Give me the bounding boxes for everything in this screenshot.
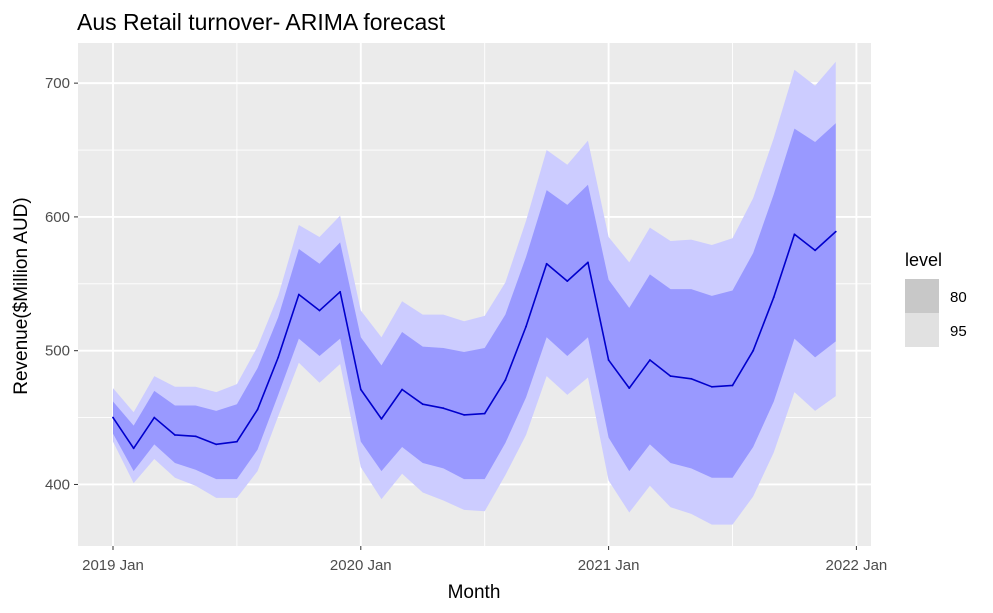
forecast-point [174,434,176,436]
forecast-point [318,309,321,312]
forecast-point [772,296,775,299]
y-tick-label: 500 [45,343,70,360]
x-tick-label: 2022 Jan [826,557,888,574]
legend: level 80 95 [905,250,967,347]
forecast-series [112,230,837,450]
forecast-point [814,249,816,252]
forecast-point [587,261,589,264]
x-tick-label: 2021 Jan [578,557,640,574]
band-80 [113,123,836,480]
forecast-point [153,416,156,419]
legend-title: level [905,250,942,270]
forecast-point [256,408,259,411]
forecast-point [607,359,610,361]
y-axis-label: Revenue($Million AUD) [11,197,32,394]
legend-key-95 [905,313,939,347]
x-tick-label: 2019 Jan [82,557,144,574]
forecast-point [339,290,342,293]
y-tick-label: 700 [45,75,70,92]
forecast-point [483,412,486,415]
forecast-point [628,387,631,390]
forecast-point [277,356,280,359]
forecast-point [545,262,548,265]
forecast-point [236,440,238,443]
forecast-point [421,403,424,406]
forecast-point [112,416,114,419]
y-tick-label: 600 [45,209,70,226]
y-tick-label: 400 [45,476,70,493]
forecast-bands [113,61,836,525]
y-axis: 400 500 600 700 [45,75,78,493]
legend-key-80 [905,279,939,313]
forecast-point [297,293,300,296]
forecast-point [834,230,837,233]
forecast-point [525,325,527,328]
forecast-point [669,375,672,378]
forecast-point [194,435,197,438]
forecast-point [566,280,569,283]
x-tick-label: 2020 Jan [330,557,392,574]
legend-label-95: 95 [950,323,967,340]
forecast-point [401,388,403,391]
forecast-point [132,447,135,450]
forecast-point [215,443,218,446]
forecast-point [793,233,796,236]
x-axis: 2019 Jan 2020 Jan 2021 Jan 2022 Jan [82,546,887,574]
forecast-point [442,407,445,410]
forecast-point [690,377,693,380]
forecast-point [504,379,507,382]
forecast-point [752,349,755,352]
forecast-point [710,385,713,388]
forecast-line [112,231,837,450]
forecast-point [731,384,734,387]
forecast-point [649,359,651,361]
chart-title: Aus Retail turnover- ARIMA forecast [77,9,446,35]
forecast-point [463,413,465,416]
legend-label-80: 80 [950,289,967,306]
x-axis-label: Month [448,582,501,603]
forecast-point [359,388,362,391]
forecast-point [380,418,383,420]
